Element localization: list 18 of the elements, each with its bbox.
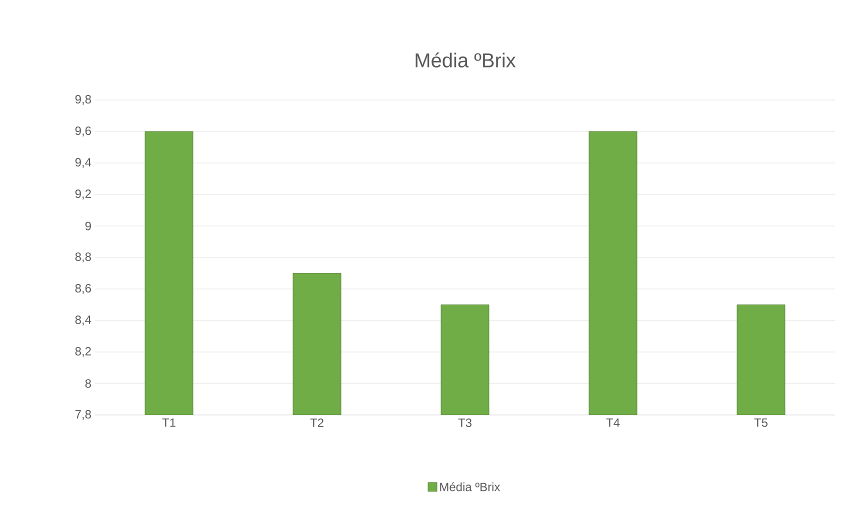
x-tick-label: T1 [162, 418, 176, 427]
y-tick-label: 8,4 [75, 316, 92, 326]
x-tick-label: T4 [606, 418, 620, 427]
y-tick-label: 7,8 [75, 410, 91, 420]
y-tick-label: 9,8 [75, 95, 91, 105]
y-tick-label: 8 [85, 379, 91, 388]
y-tick-label: 9,6 [75, 126, 91, 136]
chart-title: Média ºBrix [416, 52, 516, 68]
y-tick-label: 9,4 [75, 158, 92, 168]
y-tick-label: 8,8 [75, 252, 91, 262]
y-tick-label: 8,2 [75, 347, 91, 357]
y-tick-label: 9 [85, 222, 91, 230]
x-tick-label: T3 [458, 418, 472, 428]
x-tick-label: T5 [754, 418, 768, 427]
y-tick-label: 8,6 [75, 284, 91, 294]
y-tick-label: 9,2 [75, 190, 91, 200]
legend-label: Média ºBrix [440, 482, 500, 492]
x-tick-label: T2 [310, 418, 324, 427]
